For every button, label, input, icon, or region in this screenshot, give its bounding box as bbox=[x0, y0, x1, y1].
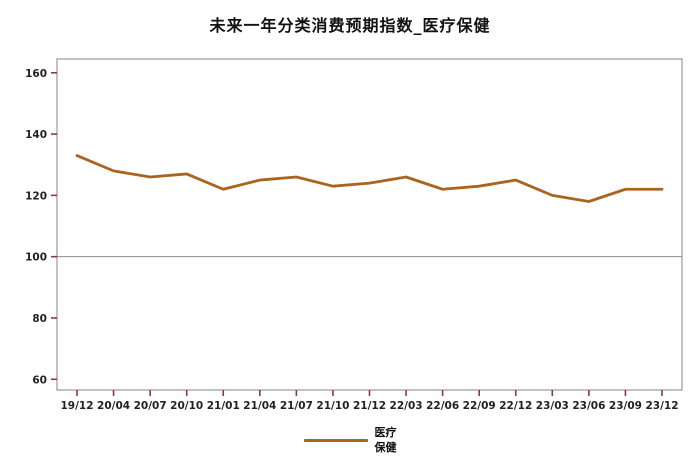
svg-text:20/10: 20/10 bbox=[170, 400, 203, 412]
svg-text:21/01: 21/01 bbox=[207, 400, 240, 412]
svg-text:20/07: 20/07 bbox=[134, 400, 167, 412]
svg-text:160: 160 bbox=[25, 68, 47, 80]
svg-text:140: 140 bbox=[25, 129, 47, 141]
svg-text:120: 120 bbox=[25, 190, 47, 202]
legend: 医疗 保健 bbox=[0, 426, 700, 455]
svg-text:20/04: 20/04 bbox=[97, 400, 130, 412]
svg-text:22/09: 22/09 bbox=[463, 400, 496, 412]
svg-text:23/09: 23/09 bbox=[609, 400, 642, 412]
legend-label: 医疗 保健 bbox=[375, 426, 397, 455]
legend-label-line2: 保健 bbox=[374, 440, 397, 454]
svg-text:23/03: 23/03 bbox=[536, 400, 569, 412]
plot-area: 60 80 100 120 140 160 19/12 20/04 20/07 20/10 21/0… bbox=[0, 46, 700, 414]
svg-text:21/10: 21/10 bbox=[316, 400, 349, 412]
svg-text:80: 80 bbox=[32, 313, 47, 325]
svg-text:60: 60 bbox=[32, 374, 47, 386]
svg-text:21/07: 21/07 bbox=[280, 400, 313, 412]
svg-text:21/04: 21/04 bbox=[243, 400, 276, 412]
legend-label-line1: 医疗 bbox=[374, 426, 397, 440]
svg-text:21/12: 21/12 bbox=[353, 400, 386, 412]
svg-text:22/06: 22/06 bbox=[426, 400, 459, 412]
chart-canvas: 60 80 100 120 140 160 19/12 20/04 20/07 20/10 21/0… bbox=[25, 58, 683, 412]
svg-text:22/03: 22/03 bbox=[390, 400, 423, 412]
svg-text:22/12: 22/12 bbox=[499, 400, 532, 412]
chart-title: 未来一年分类消费预期指数_医疗保健 bbox=[209, 16, 491, 35]
svg-text:23/06: 23/06 bbox=[572, 400, 605, 412]
svg-text:100: 100 bbox=[25, 252, 47, 264]
svg-text:23/12: 23/12 bbox=[645, 400, 678, 412]
svg-text:19/12: 19/12 bbox=[60, 400, 93, 412]
legend-line-swatch bbox=[303, 439, 368, 443]
